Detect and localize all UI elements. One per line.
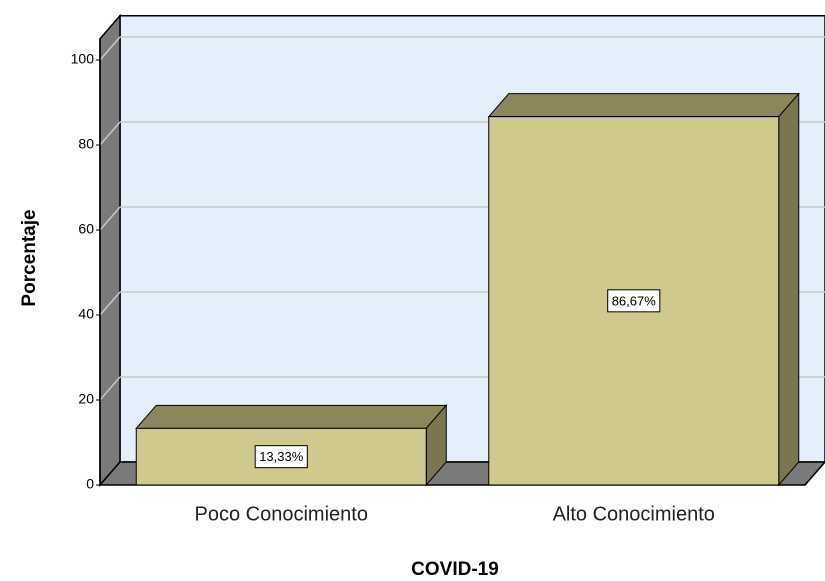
left-wall xyxy=(99,13,121,488)
grid-line xyxy=(99,206,121,231)
value-label: 86,67% xyxy=(612,293,657,308)
y-tick-label: 0 xyxy=(86,476,94,492)
y-axis-title: Porcentaje xyxy=(19,209,40,306)
grid-line xyxy=(99,121,121,146)
bar-top xyxy=(487,93,800,118)
y-tick-label: 80 xyxy=(78,136,94,152)
value-label-box xyxy=(607,289,661,313)
grid-line xyxy=(99,376,121,401)
x-tick-label: Poco Conocimiento xyxy=(195,503,368,525)
value-label-box xyxy=(254,445,308,469)
bar xyxy=(487,92,800,487)
x-axis-title: COVID-19 xyxy=(411,559,499,580)
bar-side xyxy=(778,92,800,487)
y-tick-label: 20 xyxy=(78,391,94,407)
y-tick-label: 60 xyxy=(78,221,94,237)
value-label: 13,33% xyxy=(259,449,304,464)
grid-line xyxy=(99,36,121,61)
bar-top xyxy=(135,404,448,429)
grid-line xyxy=(99,291,121,316)
x-tick-label: Alto Conocimiento xyxy=(553,503,715,525)
y-tick-label: 40 xyxy=(78,306,94,322)
y-tick-label: 100 xyxy=(71,51,95,67)
